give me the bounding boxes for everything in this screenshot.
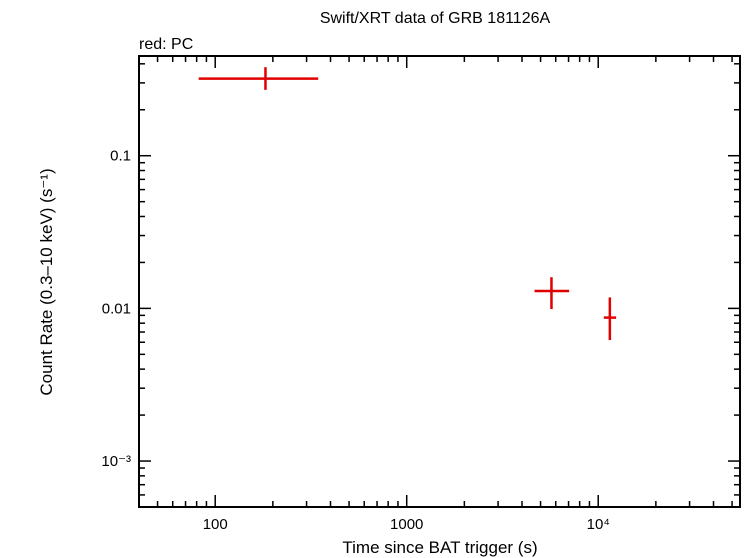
plot-frame xyxy=(138,55,741,508)
x-axis-ticks: 100 1000 10⁴ xyxy=(203,56,610,533)
y-tick-label: 0.1 xyxy=(110,148,131,165)
chart-title: Swift/XRT data of GRB 181126A xyxy=(320,10,551,27)
y-tick-label: 10⁻³ xyxy=(101,453,131,470)
data-point xyxy=(603,297,617,341)
y-axis-ticks: 0.1 0.01 10⁻³ xyxy=(101,148,740,470)
x-tick-label: 1000 xyxy=(390,516,423,533)
data-point xyxy=(534,277,570,310)
y-tick-label: 0.01 xyxy=(102,300,131,317)
minor-ticks xyxy=(139,56,740,507)
y-axis-label: Count Rate (0.3–10 keV) (s⁻¹) xyxy=(37,168,56,395)
x-axis-label: Time since BAT trigger (s) xyxy=(342,538,537,557)
data-point xyxy=(198,67,319,90)
data-points xyxy=(198,67,617,341)
chart-subtitle: red: PC xyxy=(139,36,193,53)
x-tick-label: 100 xyxy=(203,516,228,533)
x-tick-label: 10⁴ xyxy=(587,516,610,533)
